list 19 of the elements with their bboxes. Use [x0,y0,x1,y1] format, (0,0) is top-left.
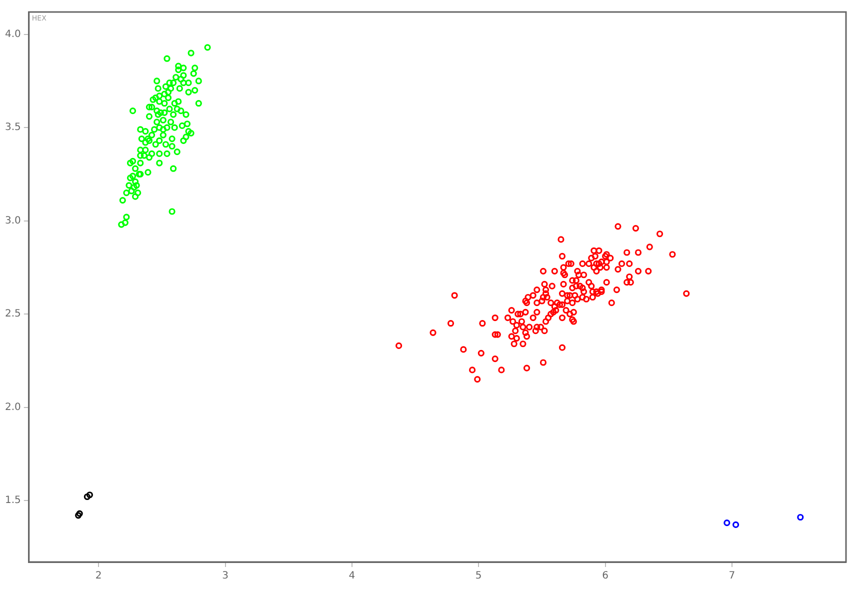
x-tick-label: 4 [348,570,356,582]
y-tick-label: 4.0 [4,28,21,40]
x-tick-label: 3 [222,570,228,582]
y-tick-label: 3.5 [4,122,21,134]
x-tick-label: 6 [602,570,608,582]
x-tick-label: 7 [728,570,736,582]
point [84,493,90,500]
y-tick-label: 1.5 [4,495,21,506]
point [724,520,730,526]
y-tick-label: 3.0 [4,215,21,226]
point [75,512,82,519]
point [732,521,740,528]
x-tick-label: 5 [475,570,482,582]
x-tick-label: 2 [95,570,102,582]
point [86,492,94,498]
point [76,510,83,517]
y-tick-label: 2.0 [4,402,21,413]
y-tick-label: 2.5 [4,308,21,320]
point [797,514,804,521]
